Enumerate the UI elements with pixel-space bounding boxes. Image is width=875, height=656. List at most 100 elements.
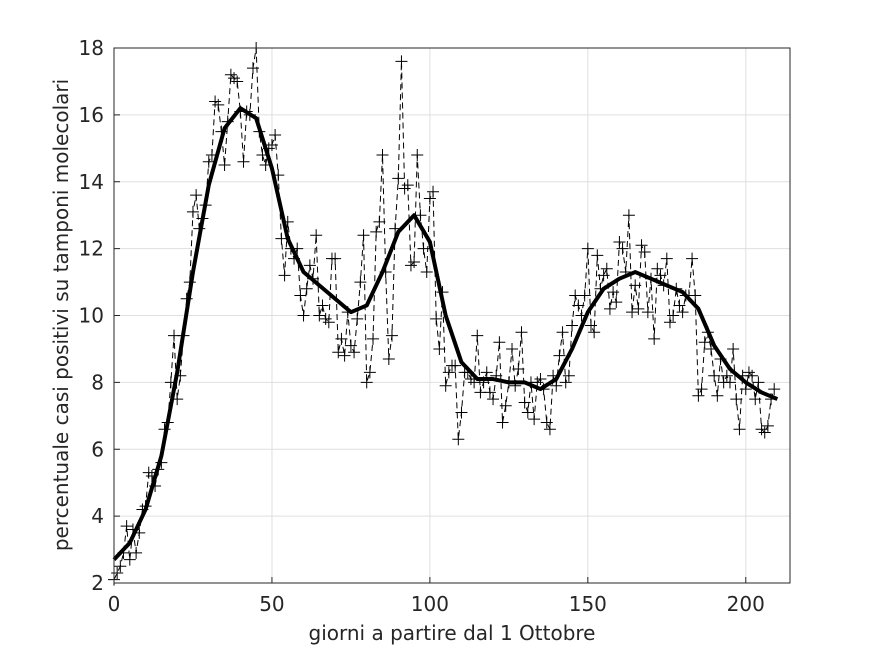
data-point [638,245,651,258]
data-point [543,423,556,436]
data-point [600,262,613,275]
data-point [310,229,323,242]
data-point [392,172,405,185]
data-point [692,389,705,402]
data-point [603,302,616,315]
data-point [373,215,386,228]
data-point [515,326,528,339]
data-point [237,155,250,168]
data-point [370,225,383,238]
data-point [351,312,364,325]
data-point [329,252,342,265]
data-point [404,259,417,272]
data-point [581,242,594,255]
data-point [521,406,534,419]
data-point [553,349,566,362]
data-point [673,299,686,312]
data-point [651,262,664,275]
data-point [363,366,376,379]
data-point [626,306,639,319]
data-point [316,299,329,312]
data-point [395,55,408,68]
data-point [338,349,351,362]
data-point [367,332,380,345]
data-point [758,426,771,439]
data-point [584,319,597,332]
data-point [228,72,241,85]
data-point [332,346,345,359]
data-point [559,376,572,389]
y-axis-label: percentuale casi positivi su tamponi mol… [49,79,73,551]
data-point [142,466,155,479]
data-point [130,546,143,559]
data-point [556,326,569,339]
data-point [452,433,465,446]
data-point [319,312,332,325]
data-point [711,389,724,402]
data-point [695,383,708,396]
data-point [746,369,759,382]
y-tick-label: 12 [79,237,104,261]
ticks: 0 50 100 150 200 2 4 6 8 10 12 14 16 18 [79,36,765,616]
data-point [632,302,645,315]
data-point [742,366,755,379]
data-point [398,182,411,195]
data-point [417,242,430,255]
data-point [723,376,736,389]
data-point [376,149,389,161]
data-point [616,242,629,255]
data-point [455,406,468,419]
data-point [344,339,357,352]
data-point [322,316,335,329]
data-point [382,352,395,365]
data-point [572,299,585,312]
data-point [499,399,512,412]
data-point [540,416,553,429]
data-point [408,256,421,268]
data-point [761,419,774,432]
data-point [335,332,348,345]
data-point [660,252,673,265]
y-tick-label: 18 [79,36,104,60]
data-point [562,369,575,382]
data-point [433,342,446,355]
data-point [480,366,493,379]
data-point [186,205,199,218]
data-point [303,259,316,272]
y-tick-label: 14 [79,170,104,194]
data-point [610,296,623,309]
x-tick-label: 100 [411,592,449,616]
data-point [768,383,781,396]
data-point [739,383,752,396]
data-point [218,159,231,172]
data-point [420,266,433,279]
data-point [212,98,225,111]
data-point [449,359,462,372]
data-point [430,312,443,325]
data-point [648,332,661,345]
data-point [269,128,282,141]
data-point [512,363,525,375]
y-tick-label: 2 [91,571,104,595]
data-point [635,239,648,252]
y-tick-label: 6 [91,437,104,461]
x-tick-label: 150 [569,592,607,616]
data-point [749,393,762,406]
data-point [190,189,203,202]
data-point [360,376,373,389]
data-point [622,209,635,222]
data-point [300,282,313,295]
data-point [487,393,500,406]
data-point [202,155,215,168]
data-point [401,179,414,192]
data-point [578,289,591,302]
data-point [506,342,519,355]
data-point [493,336,506,349]
data-point [209,95,222,108]
data-point [297,309,310,322]
data-point [471,329,484,342]
y-tick-label: 10 [79,304,104,328]
data-point [727,342,740,355]
data-point [708,369,721,382]
